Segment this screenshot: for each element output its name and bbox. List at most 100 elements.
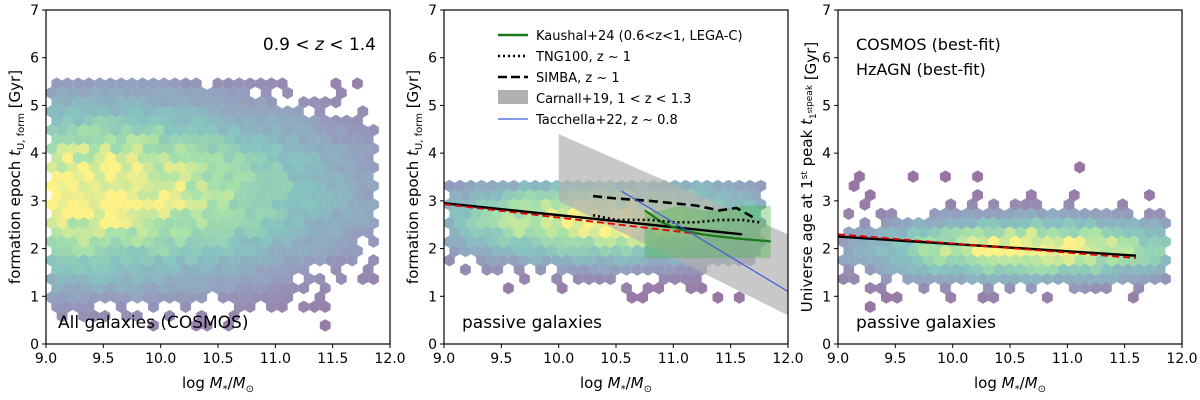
hexbin-cell [556,244,568,258]
hexbin-cell [239,272,250,286]
hexbin-cell [529,198,541,211]
hexbin-cell [1025,189,1037,202]
hexbin-cell [481,244,493,258]
y-tick-label: 1 [30,289,39,305]
hexbin-cell [78,216,89,230]
y-tick-label: 7 [30,3,39,19]
hexbin-cell [897,263,908,276]
hexbin-cell [121,235,132,248]
hexbin-cell [180,77,191,90]
hexbin-cell [180,226,191,239]
hexbin-cell [46,272,57,286]
x-axis-label: log M*/M⊙ [580,374,652,395]
hexbin-cell [131,254,143,267]
hexbin-cell [346,216,358,230]
hexbin-cell [153,123,165,137]
hexbin-cell [864,263,876,276]
hexbin-cell [449,244,461,258]
hexbin-cell [1154,226,1166,239]
hexbin-cell [244,226,256,239]
hexbin-cell [260,105,272,118]
hexbin-cell [293,142,304,155]
hexbin-cell [158,244,170,258]
hexbin-cell [287,114,299,127]
y-axis-label: Universe age at 1st peak t1stpeak [Gyr] [798,42,820,312]
hexbin-cell [78,142,89,155]
hexbin-cell [1106,272,1118,286]
hexbin-cell [362,263,374,276]
y-axis-label: formation epoch tU, form [Gyr] [6,70,27,284]
hexbin-cell [89,309,100,323]
hexbin-cell [212,263,224,276]
hexbin-cell [115,151,127,165]
hexbin-cell [266,114,277,127]
hexbin-cell [201,133,213,146]
hexbin-cell [185,142,197,155]
hexbin-cell [615,254,627,267]
hexbin-cell [282,123,293,137]
y-tick-label: 2 [822,242,831,258]
y-tick-label: 6 [822,51,831,67]
hexbin-cell [217,105,229,118]
hexbin-cell [838,272,849,286]
hexbin-cell [492,263,504,276]
hexbin-cell [314,235,326,248]
hexbin-cell [923,254,935,267]
hexbin-cell [223,207,234,220]
hexbin-cell [148,77,159,90]
hexbin-cell [1144,263,1155,276]
hexbin-cell [239,161,250,174]
hexbin-cell [287,151,299,165]
hexbin-cell [148,263,159,276]
hexbin-cell [330,114,342,127]
hexbin-cell [653,263,665,276]
hexbin-cell [110,123,122,137]
hexbin-cell [988,291,1000,304]
hexbin-cell [303,142,315,155]
hexbin-cell [346,123,358,137]
hexbin-cell [481,189,493,202]
hexbin-cell [255,207,267,220]
hexbin-cell [298,263,310,276]
hexbin-cell [524,226,536,239]
hexbin-cell [298,300,310,313]
hexbin-cell [319,96,331,109]
hexbin-cell [492,226,504,239]
hexbin-cell [255,263,267,276]
hexbin-cell [859,216,871,230]
hexbin-cell [99,198,111,211]
hexbin-cell [153,161,165,174]
hexbin-cell [46,291,57,304]
x-axis-label: log M*/M⊙ [974,374,1046,395]
hexbin-cell [529,216,541,230]
hexbin-cell [233,244,245,258]
hexbin-cell [250,142,261,155]
hexbin-cell [99,123,111,137]
hexbin-cell [298,151,310,165]
hexbin-cell [83,170,95,183]
panel-annotation: passive galaxies [856,313,996,333]
hexbin-cell [907,226,919,239]
hexbin-cell [870,254,881,267]
hexbin-cell [988,272,1000,286]
hexbin-cell [325,216,336,230]
hexbin-cell [303,123,315,137]
hexbin-cell [207,198,218,211]
hexbin-cell [551,235,563,248]
hexbin-cell [352,151,363,165]
x-tick-label: 11.5 [317,351,348,367]
hexbin-cell [940,170,951,183]
hexbin-cell [153,142,165,155]
hexbin-cell [212,282,224,295]
hexbin-cell [142,254,154,267]
hexbin-cell [282,291,293,304]
hexbin-cell [115,133,127,146]
hexbin-cell [271,216,283,230]
hexbin-cell [72,300,84,313]
hexbin-cell [1149,216,1161,230]
hexbin-cell [476,254,487,267]
hexbin-cell [513,263,525,276]
hexbin-cell [1058,207,1069,220]
hexbin-cell [1047,207,1059,220]
hexbin-cell [961,244,973,258]
